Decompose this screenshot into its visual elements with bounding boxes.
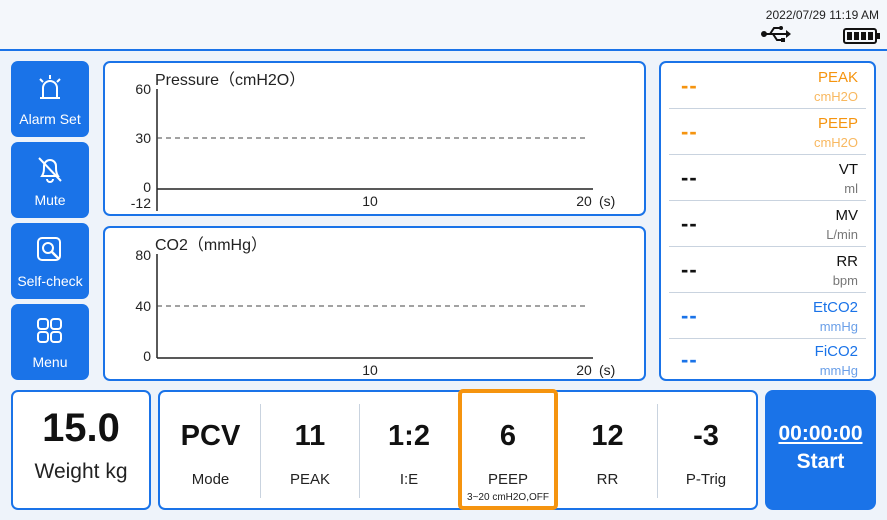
co2-graph-panel: CO2（mmHg） 80 40 0 10 20 (s) (103, 226, 646, 381)
fico2-name: FiCO2 (814, 343, 858, 360)
pressure-y-tick-30: 30 (135, 130, 151, 146)
peak-setting-value: 11 (294, 420, 326, 452)
pressure-graph-title: Pressure（cmH2O） (155, 72, 306, 89)
elapsed-time: 00:00:00 (778, 422, 863, 445)
etco2-unit: mmHg (819, 319, 858, 334)
peak-setting-label: PEAK (289, 471, 331, 488)
menu-button[interactable]: Menu (11, 304, 89, 380)
weight-panel[interactable]: 15.0 Weight kg (11, 390, 151, 510)
alarm-set-label: Alarm Set (19, 111, 81, 127)
mute-bell-icon (38, 157, 62, 183)
mode-value: PCV (180, 420, 241, 452)
monitor-row-rr[interactable]: -- RR bpm (669, 247, 866, 293)
alarm-set-button[interactable]: Alarm Set (11, 61, 89, 137)
ie-setting-label: I:E (399, 471, 419, 488)
peep-unit: cmH2O (813, 135, 858, 150)
self-check-icon (37, 237, 61, 261)
setting-peep[interactable]: 6 PEEP 3~20 cmH2O,OFF (458, 389, 558, 510)
pressure-y-tick-neg12: -12 (131, 195, 151, 211)
setting-ie[interactable]: 1:2 I:E (360, 392, 458, 510)
mute-button[interactable]: Mute (11, 142, 89, 218)
peep-setting-label: PEEP (487, 471, 529, 488)
peep-setting-value: 6 (499, 420, 517, 452)
monitor-row-peep[interactable]: -- PEEP cmH2O (669, 109, 866, 155)
mv-unit: L/min (826, 227, 858, 242)
battery-icon (843, 28, 880, 44)
divider (359, 404, 360, 498)
start-label: Start (796, 450, 845, 473)
self-check-label: Self-check (17, 273, 83, 289)
ptrig-setting-label: P-Trig (685, 471, 727, 488)
setting-rr[interactable]: 12 RR (559, 392, 656, 510)
rr-setting-value: 12 (591, 420, 624, 452)
setting-peak[interactable]: 11 PEAK (261, 392, 359, 510)
rr-unit: bpm (832, 273, 858, 288)
pressure-x-unit: (s) (599, 193, 615, 209)
setting-ptrig[interactable]: -3 P-Trig (658, 392, 754, 510)
settings-panel: PCV Mode 11 PEAK 1:2 I:E 6 PEEP 3~20 cmH… (158, 389, 758, 510)
monitor-row-etco2[interactable]: -- EtCO2 mmHg (669, 293, 866, 339)
ie-setting-value: 1:2 (388, 420, 430, 452)
weight-value: 15.0 (42, 406, 120, 450)
co2-x-tick-10: 10 (362, 362, 378, 378)
co2-y-tick-40: 40 (135, 298, 151, 314)
pressure-y-tick-0: 0 (143, 179, 151, 195)
vt-unit: ml (844, 181, 858, 196)
pressure-x-tick-10: 10 (362, 193, 378, 209)
weight-label: Weight kg (34, 460, 128, 483)
alarm-icon (39, 75, 61, 99)
monitor-row-mv[interactable]: -- MV L/min (669, 201, 866, 247)
usb-icon (761, 26, 791, 42)
rr-setting-label: RR (596, 471, 619, 488)
rr-value: -- (681, 257, 698, 282)
mode-label: Mode (191, 471, 230, 488)
co2-y-tick-0: 0 (143, 348, 151, 364)
divider (260, 404, 261, 498)
monitor-row-vt[interactable]: -- VT ml (669, 155, 866, 201)
ptrig-setting-value: -3 (693, 420, 719, 452)
peak-name: PEAK (817, 69, 858, 86)
menu-grid-icon (37, 318, 62, 343)
setting-mode[interactable]: PCV Mode (162, 392, 259, 510)
fico2-unit: mmHg (819, 363, 858, 378)
co2-x-tick-20: 20 (576, 362, 592, 378)
fico2-value: -- (681, 347, 698, 372)
etco2-value: -- (681, 303, 698, 328)
pressure-y-tick-60: 60 (135, 81, 151, 97)
start-button[interactable]: 00:00:00 Start (765, 390, 876, 510)
peep-setting-range: 3~20 cmH2O,OFF (467, 492, 549, 503)
monitor-panel: -- PEAK cmH2O -- PEEP cmH2O -- VT ml -- … (659, 61, 876, 381)
self-check-button[interactable]: Self-check (11, 223, 89, 299)
pressure-graph-panel: Pressure（cmH2O） 60 30 0 -12 10 20 (s) (103, 61, 646, 216)
co2-graph-title: CO2（mmHg） (155, 237, 268, 254)
pressure-graph: 60 30 0 -12 10 20 (s) (131, 81, 615, 211)
etco2-name: EtCO2 (812, 299, 858, 316)
mv-value: -- (681, 211, 698, 236)
divider (657, 404, 658, 498)
peak-unit: cmH2O (813, 89, 858, 104)
monitor-row-fico2[interactable]: -- FiCO2 mmHg (669, 337, 866, 383)
peak-value: -- (681, 73, 698, 98)
vt-name: VT (838, 161, 858, 178)
datetime: 2022/07/29 11:19 AM (765, 8, 879, 22)
pressure-x-tick-20: 20 (576, 193, 592, 209)
co2-y-tick-80: 80 (135, 247, 151, 263)
co2-x-unit: (s) (599, 362, 615, 378)
peep-value: -- (681, 119, 698, 144)
co2-graph: 80 40 0 10 20 (s) (135, 247, 615, 378)
peep-name: PEEP (817, 115, 858, 132)
mv-name: MV (835, 207, 859, 224)
status-bar: 2022/07/29 11:19 AM (0, 0, 887, 51)
vt-value: -- (681, 165, 698, 190)
rr-name: RR (836, 253, 858, 270)
monitor-row-peak[interactable]: -- PEAK cmH2O (669, 63, 866, 109)
mute-label: Mute (34, 192, 66, 208)
menu-label: Menu (32, 354, 68, 370)
